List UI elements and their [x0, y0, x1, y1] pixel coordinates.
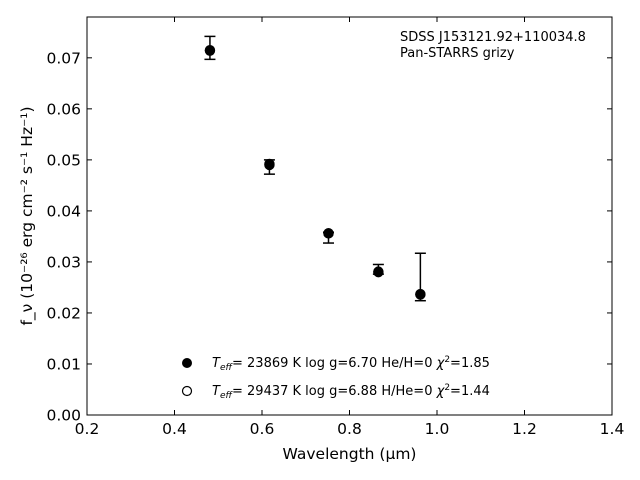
- y-tick-label: 0.03: [46, 253, 81, 271]
- y-axis-ticks: 0.00 0.01 0.02 0.03 0.04 0.05 0.06 0.07: [46, 49, 612, 425]
- y-tick-label: 0.04: [46, 202, 81, 220]
- y-tick-label: 0.00: [46, 407, 81, 425]
- legend-2-teff: 29437: [247, 384, 288, 399]
- x-tick-label: 0.6: [250, 420, 275, 438]
- legend-1-chi2: 1.85: [461, 356, 490, 371]
- legend-1-comp: He/H=0: [381, 356, 432, 371]
- x-tick-label: 0.4: [162, 420, 187, 438]
- legend-2-chi2: 1.44: [461, 384, 490, 399]
- legend-2-comp: H/He=0: [381, 384, 432, 399]
- x-tick-label: 0.8: [337, 420, 362, 438]
- legend-1-teff: 23869: [247, 356, 288, 371]
- x-tick-label: 1.2: [512, 420, 537, 438]
- x-tick-label: 0.2: [75, 420, 100, 438]
- x-tick-label: 1.4: [600, 420, 625, 438]
- x-axis-label: Wavelength (μm): [283, 445, 417, 463]
- plot-area: [86, 16, 613, 416]
- legend-marker-open: [181, 385, 193, 397]
- annotation-object: SDSS J153121.92+110034.8: [400, 30, 586, 45]
- model-point-filled: [415, 289, 426, 300]
- legend: Teff= 23869 K log g=6.70 He/H=0 χ2=1.85 …: [181, 355, 490, 401]
- legend-entry-2: Teff= 29437 K log g=6.88 H/He=0 χ2=1.44: [212, 383, 490, 401]
- x-tick-label: 1.0: [425, 420, 450, 438]
- model-point-filled: [264, 158, 275, 170]
- model-point-filled: [204, 44, 216, 56]
- y-tick-label: 0.07: [46, 49, 81, 67]
- legend-1-logg: 6.70: [348, 356, 377, 371]
- x-axis-ticks: 0.2 0.4 0.6 0.8 1.0 1.2 1.4: [75, 17, 625, 438]
- y-tick-label: 0.02: [46, 304, 81, 322]
- data-points: [204, 44, 426, 300]
- model-point-filled: [373, 266, 384, 278]
- y-tick-label: 0.06: [46, 100, 81, 118]
- y-tick-label: 0.05: [46, 151, 81, 169]
- annotation-survey: Pan-STARRS grizy: [400, 46, 515, 61]
- legend-marker-filled: [182, 358, 192, 368]
- y-tick-label: 0.01: [46, 355, 81, 373]
- legend-2-logg: 6.88: [348, 384, 377, 399]
- y-axis-label: f_ν (10⁻²⁶ erg cm⁻² s⁻¹ Hz⁻¹): [18, 106, 37, 325]
- legend-entry-1: Teff= 23869 K log g=6.70 He/H=0 χ2=1.85: [212, 355, 490, 373]
- model-point-filled: [323, 228, 334, 239]
